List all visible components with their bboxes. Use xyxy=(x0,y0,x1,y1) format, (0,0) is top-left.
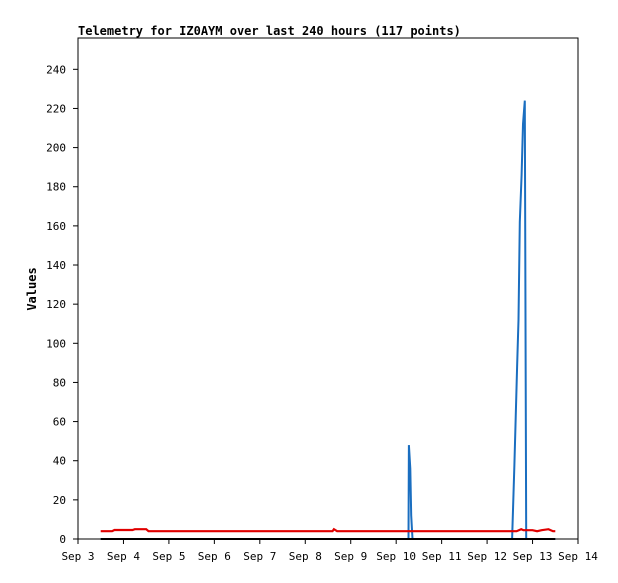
plot-area: 0 20 40 60 80 100 120 140 160 180 200 220 240 Sep 3 Se… xyxy=(46,37,598,563)
y-tick-label: 20 xyxy=(53,494,66,507)
x-tick-label: Sep 3 xyxy=(61,550,94,563)
y-tick-label: 120 xyxy=(46,298,66,311)
y-tick-label: 60 xyxy=(53,416,66,429)
x-tick-label: Sep 8 xyxy=(289,550,322,563)
x-tick-label: Sep 11 xyxy=(422,550,462,563)
y-tick-label: 180 xyxy=(46,181,66,194)
x-tick-label: Sep 12 xyxy=(467,550,507,563)
series-line-2 xyxy=(100,527,556,533)
x-tick-label: Sep 6 xyxy=(198,550,231,563)
x-tick-label: Sep 7 xyxy=(243,550,276,563)
series-line-1 xyxy=(100,100,556,540)
y-tick-label: 80 xyxy=(53,376,66,389)
y-tick-label: 140 xyxy=(46,259,66,272)
y-tick-label: 220 xyxy=(46,102,66,115)
y-tick-label: 200 xyxy=(46,142,66,155)
x-tick-label: Sep 10 xyxy=(376,550,416,563)
y-tick-label: 40 xyxy=(53,455,66,468)
x-tick-label: Sep 4 xyxy=(107,550,140,563)
x-tick-label: Sep 13 xyxy=(513,550,553,563)
y-tick-label: 160 xyxy=(46,220,66,233)
x-tick-label: Sep 5 xyxy=(152,550,185,563)
x-tick-label: Sep 9 xyxy=(334,550,367,563)
y-tick-label: 240 xyxy=(46,63,66,76)
chart-title: Telemetry for IZ0AYM over last 240 hours… xyxy=(78,24,461,38)
x-tick-label: Sep 14 xyxy=(558,550,598,563)
y-tick-label: 0 xyxy=(59,533,66,546)
y-tick-label: 100 xyxy=(46,337,66,350)
y-axis-label: Values xyxy=(25,267,39,310)
